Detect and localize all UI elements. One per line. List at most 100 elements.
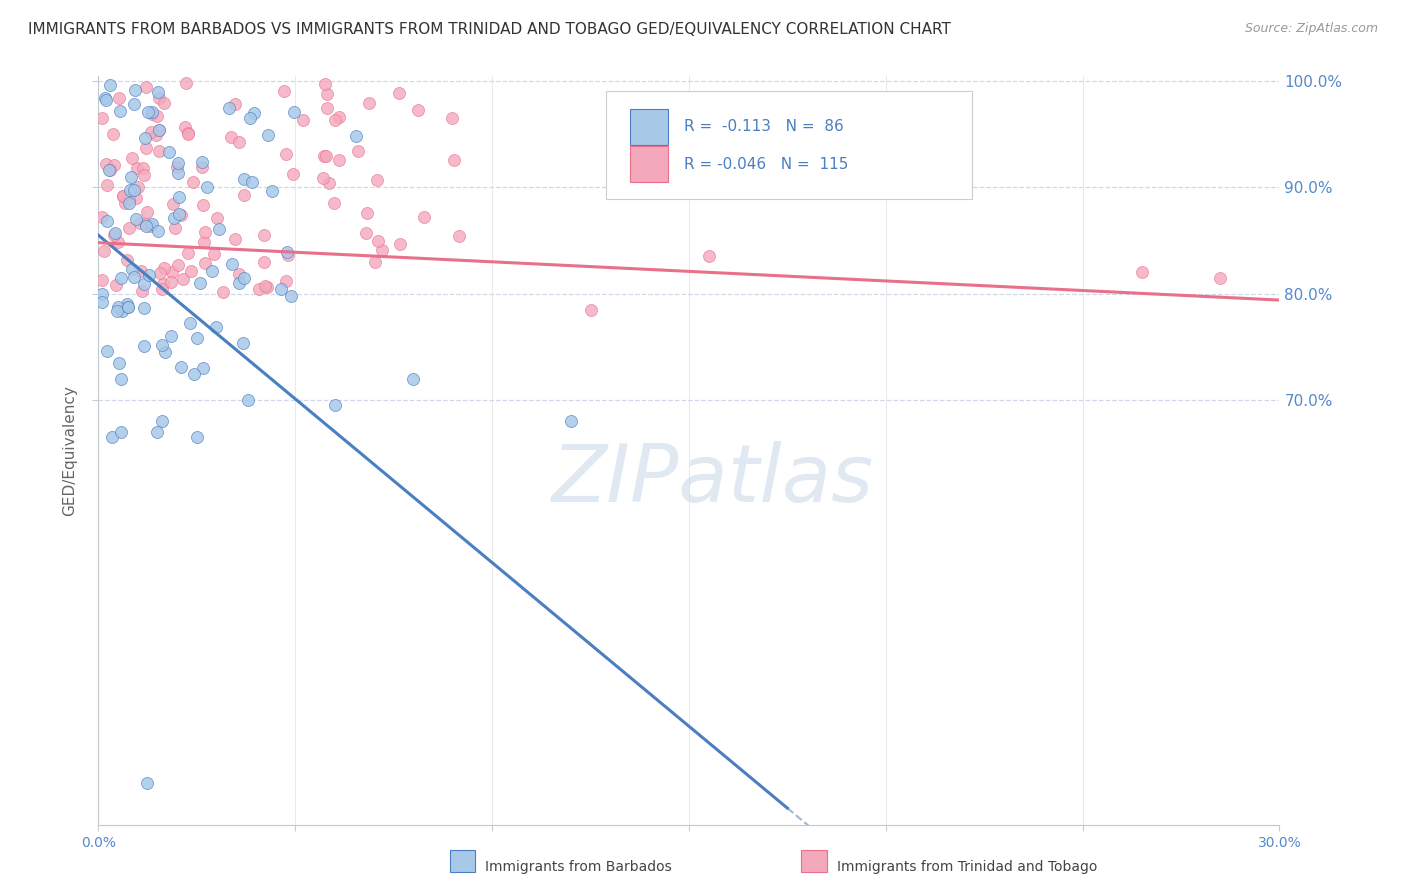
Point <box>108 103 131 118</box>
Point <box>115 297 138 311</box>
Point <box>276 244 298 259</box>
Point <box>283 104 305 119</box>
Point <box>153 96 176 111</box>
Point <box>323 196 346 211</box>
Point <box>141 105 163 120</box>
Point <box>388 86 411 100</box>
Point <box>132 161 155 175</box>
Point <box>129 264 152 278</box>
Point <box>135 79 157 94</box>
Point <box>193 235 215 250</box>
Point <box>371 243 394 257</box>
Point <box>177 245 200 260</box>
Point <box>447 229 470 244</box>
Point <box>122 270 145 285</box>
Point <box>183 367 205 381</box>
Point <box>167 258 190 272</box>
Point <box>150 414 173 428</box>
Point <box>347 144 370 158</box>
Point <box>323 112 346 127</box>
Point <box>315 101 337 115</box>
Point <box>560 414 582 428</box>
Point <box>276 147 298 161</box>
Point <box>152 277 174 292</box>
Point <box>328 153 350 167</box>
Point <box>91 273 114 287</box>
Text: R =  -0.113   N =  86: R = -0.113 N = 86 <box>685 120 844 135</box>
Point <box>412 210 434 224</box>
Point <box>186 430 208 444</box>
Point <box>191 360 214 375</box>
Point <box>111 189 134 203</box>
Point <box>179 316 201 330</box>
Point <box>364 255 387 269</box>
Point <box>205 319 228 334</box>
Point <box>242 175 264 189</box>
Point <box>107 235 129 250</box>
Point <box>170 208 193 222</box>
Point <box>125 212 148 227</box>
Point <box>211 285 233 299</box>
Point <box>194 256 217 270</box>
Point <box>91 210 114 224</box>
Point <box>253 279 276 293</box>
Point <box>148 122 170 136</box>
Point <box>191 155 214 169</box>
Point <box>104 278 127 293</box>
Point <box>232 270 254 285</box>
Point <box>314 77 336 91</box>
Point <box>135 219 157 234</box>
Point <box>111 304 134 318</box>
Point <box>243 106 266 120</box>
Bar <box>630 109 668 145</box>
Point <box>177 127 200 141</box>
Point <box>441 111 464 125</box>
Text: ZIPatlas: ZIPatlas <box>551 442 873 519</box>
Point <box>91 111 114 125</box>
Point <box>697 250 720 264</box>
Point <box>96 214 118 228</box>
Text: Immigrants from Barbados: Immigrants from Barbados <box>485 860 672 874</box>
Point <box>173 120 195 134</box>
Point <box>132 277 155 291</box>
Point <box>96 344 118 359</box>
Point <box>149 266 172 280</box>
Point <box>122 96 145 111</box>
Point <box>131 285 153 299</box>
Point <box>193 225 215 239</box>
Point <box>1130 265 1153 279</box>
Point <box>160 265 183 279</box>
Point <box>169 190 191 204</box>
Point <box>291 113 314 128</box>
Point <box>224 232 246 246</box>
Point <box>232 188 254 202</box>
Point <box>128 216 150 230</box>
Point <box>121 262 143 277</box>
Point <box>110 271 132 285</box>
Point <box>228 267 250 281</box>
Point <box>357 96 380 111</box>
Point <box>150 282 173 296</box>
Point <box>318 176 340 190</box>
Point <box>103 227 125 242</box>
Point <box>167 166 190 180</box>
Point <box>146 425 169 439</box>
Point <box>153 261 176 276</box>
Point <box>388 237 411 252</box>
Point <box>238 392 260 407</box>
Point <box>228 136 250 150</box>
Point <box>190 160 212 174</box>
Point <box>148 123 170 137</box>
Point <box>228 276 250 290</box>
Point <box>166 160 188 174</box>
Point <box>195 179 218 194</box>
Point <box>122 183 145 197</box>
Point <box>344 128 367 143</box>
Point <box>218 102 240 116</box>
Point <box>121 152 143 166</box>
Point <box>139 219 162 234</box>
Point <box>118 192 141 206</box>
Text: Source: ZipAtlas.com: Source: ZipAtlas.com <box>1244 22 1378 36</box>
Point <box>167 155 190 169</box>
Point <box>146 109 169 123</box>
